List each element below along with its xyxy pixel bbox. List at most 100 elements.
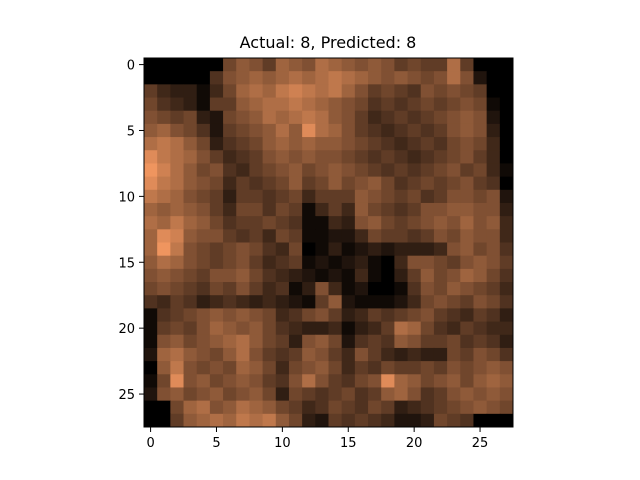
heatmap-cell: [262, 268, 277, 283]
heatmap-cell: [223, 295, 237, 309]
heatmap-cell: [275, 400, 290, 415]
heatmap-cell: [473, 71, 488, 85]
heatmap-cell: [328, 71, 343, 85]
heatmap-cell: [262, 242, 277, 257]
heatmap-cell: [420, 71, 435, 85]
heatmap-cell: [249, 282, 264, 296]
y-tick-label: 0: [127, 59, 135, 74]
heatmap-cell: [196, 308, 211, 323]
heatmap-cell: [499, 400, 514, 415]
heatmap-cell: [354, 110, 369, 125]
heatmap-cell: [209, 137, 224, 151]
heatmap-cell: [249, 308, 264, 323]
heatmap-cell: [170, 308, 185, 323]
heatmap-cell: [499, 84, 514, 99]
x-tick-label: 15: [340, 436, 357, 451]
heatmap-cell: [407, 255, 422, 270]
heatmap-cell: [407, 216, 422, 230]
heatmap-cell: [368, 295, 382, 309]
heatmap-cell: [157, 413, 171, 428]
heatmap-cell: [144, 387, 158, 402]
heatmap-cell: [170, 189, 185, 204]
heatmap-cell: [196, 282, 211, 296]
heatmap-cell: [315, 374, 329, 388]
plot-frame: [143, 57, 514, 428]
heatmap-cell: [275, 282, 290, 296]
heatmap-cell: [223, 71, 237, 85]
heatmap-cell: [223, 58, 237, 72]
heatmap-cell: [170, 242, 185, 257]
heatmap-cell: [275, 229, 290, 243]
heatmap-cell: [394, 387, 409, 402]
heatmap-cell: [420, 163, 435, 178]
heatmap-cell: [288, 387, 303, 402]
heatmap-cell: [473, 150, 488, 164]
heatmap-cell: [196, 374, 211, 388]
heatmap-cell: [236, 334, 250, 349]
heatmap-cell: [223, 242, 237, 257]
heatmap-cell: [407, 413, 422, 428]
heatmap-cell: [183, 413, 198, 428]
heatmap-cell: [420, 255, 435, 270]
heatmap-cell: [144, 137, 158, 151]
heatmap-cell: [249, 242, 264, 257]
heatmap-cell: [183, 97, 198, 112]
heatmap-cell: [302, 334, 316, 349]
heatmap-cell: [447, 84, 461, 99]
x-axis: 0 5 10 15 20 25: [146, 427, 488, 451]
heatmap-cell: [249, 321, 264, 336]
heatmap-cell: [315, 255, 329, 270]
heatmap-cell: [354, 321, 369, 336]
heatmap-cell: [288, 110, 303, 125]
heatmap-cell: [420, 413, 435, 428]
heatmap-cell: [381, 71, 395, 85]
heatmap-cell: [288, 229, 303, 243]
heatmap-cell: [144, 189, 158, 204]
heatmap-cell: [262, 400, 277, 415]
heatmap-cell: [341, 216, 356, 230]
heatmap-cell: [170, 347, 185, 362]
heatmap-cell: [196, 334, 211, 349]
heatmap-cell: [275, 71, 290, 85]
heatmap-cell: [381, 176, 395, 191]
heatmap-cell: [394, 123, 409, 138]
heatmap-cell: [302, 295, 316, 309]
y-axis: 0 5 10 15 20 25: [118, 59, 144, 403]
heatmap-cell: [368, 387, 382, 402]
heatmap-cell: [381, 216, 395, 230]
heatmap-cell: [302, 229, 316, 243]
heatmap-cell: [223, 334, 237, 349]
heatmap-cell: [315, 189, 329, 204]
heatmap-cell: [196, 202, 211, 217]
heatmap-cell: [447, 150, 461, 164]
heatmap-cell: [328, 150, 343, 164]
heatmap-cell: [209, 123, 224, 138]
heatmap-cell: [302, 58, 316, 72]
heatmap-cell: [486, 374, 501, 388]
heatmap-cell: [157, 123, 171, 138]
x-tick-label: 25: [472, 436, 489, 451]
heatmap-cell: [223, 163, 237, 178]
heatmap-cell: [302, 361, 316, 375]
heatmap-cell: [170, 321, 185, 336]
heatmap-cell: [288, 321, 303, 336]
heatmap-cell: [315, 334, 329, 349]
heatmap-cell: [499, 347, 514, 362]
heatmap-cell: [236, 361, 250, 375]
heatmap-cell: [407, 282, 422, 296]
heatmap-cell: [328, 374, 343, 388]
heatmap-cell: [341, 71, 356, 85]
heatmap-cell: [486, 229, 501, 243]
heatmap-cell: [288, 400, 303, 415]
heatmap-cell: [196, 295, 211, 309]
heatmap-cell: [170, 123, 185, 138]
heatmap-cell: [209, 176, 224, 191]
heatmap-cell: [473, 413, 488, 428]
heatmap-cell: [473, 163, 488, 178]
heatmap-cell: [262, 163, 277, 178]
heatmap-cell: [275, 374, 290, 388]
heatmap-cell: [433, 268, 448, 283]
heatmap-cell: [460, 229, 474, 243]
heatmap-cell: [354, 268, 369, 283]
